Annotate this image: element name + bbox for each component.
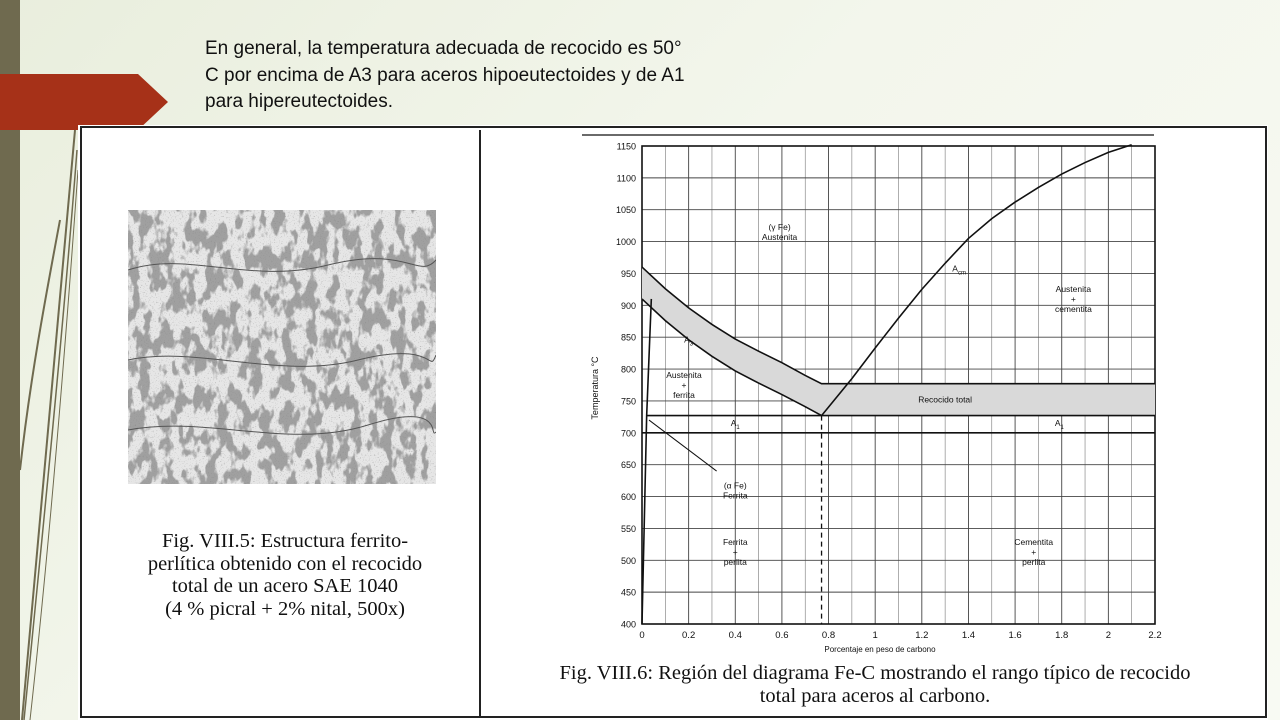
slide-text-line: C por encima de A3 para aceros hipoeutec… (205, 64, 685, 86)
caption-line: Fig. VIII.6: Región del diagrama Fe-C mo… (559, 662, 1191, 684)
x-tick-label: 0.2 (682, 630, 695, 641)
region-label-line: (γ Fe) (768, 222, 790, 232)
caption-line: (4 % picral + 2% nital, 500x) (165, 597, 405, 620)
x-tick-label: 1.8 (1055, 630, 1068, 641)
region-label: Austenita + ferrita (666, 370, 702, 400)
curve-label-subscript: cm (958, 270, 966, 276)
x-tick-label: 0.8 (822, 630, 835, 641)
region-label-line: Austenita (762, 232, 798, 242)
y-tick-label: 1150 (617, 142, 636, 152)
fe-c-phase-diagram: 0 0.2 0.4 0.6 0.8 1 1.2 1.4 1.6 1.8 2 2.2 400 450 500… (582, 134, 1162, 654)
decorative-swoosh-lines (19, 129, 79, 720)
curve-label-letter: A (1055, 418, 1061, 428)
region-label-line: Ferrita (723, 537, 748, 547)
left-accent-bar (0, 0, 20, 720)
figure-divider (479, 130, 481, 716)
microstructure-photo (128, 210, 436, 484)
region-label: Ferrita + perlita (723, 537, 748, 567)
region-label-line: Austenita (666, 370, 702, 380)
region-label-line: cementita (1055, 304, 1092, 314)
slide-text-line: para hipereutectoides. (205, 91, 394, 112)
slide-body-text: En general, la temperatura adecuada de r… (205, 36, 825, 116)
y-tick-labels: 400 450 500 550 600 650 700 750 800 850 900 950 1000… (616, 142, 636, 630)
curve-label-subscript: 3 (690, 342, 694, 348)
series-line (641, 298, 822, 417)
curve-label: A1 (731, 418, 741, 431)
region-label-line: ferrita (673, 390, 695, 400)
y-tick-label: 500 (621, 556, 636, 566)
y-tick-label: 1100 (617, 173, 636, 183)
region-label-line: + (1071, 294, 1076, 304)
y-axis-label: Temperatura °C (590, 356, 600, 420)
x-tick-label: 1 (873, 630, 878, 641)
x-tick-label: 0.4 (729, 630, 742, 641)
y-tick-label: 1000 (616, 237, 636, 247)
y-tick-label: 900 (621, 301, 636, 311)
y-tick-label: 750 (621, 396, 636, 406)
y-tick-label: 1050 (616, 205, 636, 215)
region-label-line: + (1031, 547, 1036, 557)
x-tick-label: 2.2 (1148, 630, 1161, 641)
slide-text-line: En general, la temperatura adecuada de r… (205, 38, 682, 59)
region-label: (α Fe) Ferrita (723, 480, 748, 500)
x-tick-labels: 0 0.2 0.4 0.6 0.8 1 1.2 1.4 1.6 1.8 2 2.2 (639, 630, 1161, 641)
x-tick-label: 0.6 (775, 630, 788, 641)
caption-line: total de un acero SAE 1040 (171, 575, 398, 597)
y-tick-label: 550 (621, 524, 636, 534)
phase-diagram-caption: Fig. VIII.6: Región del diagrama Fe-C mo… (490, 662, 1260, 708)
curve-label: A1 (1055, 418, 1065, 431)
region-label: Cementita + perlita (1014, 537, 1053, 567)
region-label: Austenita + cementita (1055, 284, 1092, 314)
y-tick-label: 400 (621, 620, 636, 630)
curve-label-subscript: 1 (1061, 425, 1065, 431)
x-axis-label: Porcentaje en peso de carbono (824, 645, 936, 654)
x-tick-label: 1.4 (962, 630, 975, 641)
x-tick-label: 1.6 (1008, 630, 1021, 641)
y-tick-label: 650 (621, 460, 636, 470)
curve-label: Acm (952, 263, 966, 276)
annealing-band (642, 267, 1155, 416)
region-label-line: perlita (724, 557, 747, 567)
region-label-line: Ferrita (723, 490, 748, 500)
curve-label-subscript: 1 (736, 425, 740, 431)
region-label-line: + (681, 380, 686, 390)
caption-line: Fig. VIII.5: Estructura ferrito- (161, 530, 409, 552)
y-tick-label: 800 (621, 365, 636, 375)
caption-line: total para aceros al carbono. (759, 685, 991, 707)
curve-label-letter: A (684, 335, 690, 345)
microstructure-caption: Fig. VIII.5: Estructura ferrito- perlíti… (100, 530, 470, 620)
y-tick-label: 600 (621, 492, 636, 502)
region-label: (γ Fe) Austenita (762, 222, 798, 242)
region-label-line: + (733, 547, 738, 557)
curve-label: Recocido total (918, 395, 972, 405)
y-tick-label: 450 (621, 588, 636, 598)
region-label-line: Cementita (1014, 537, 1053, 547)
caption-line: perlítica obtenido con el recocido (147, 552, 423, 575)
x-tick-label: 1.2 (915, 630, 928, 641)
figure-frame (80, 126, 1267, 718)
curve-label-letter: A (952, 263, 958, 273)
series-line (820, 143, 1132, 417)
x-tick-label: 0 (639, 630, 644, 641)
curve-label-letter: A (731, 418, 737, 428)
y-tick-label: 950 (621, 269, 636, 279)
x-tick-label: 2 (1106, 630, 1111, 641)
region-label-line: Austenita (1056, 284, 1092, 294)
region-label-line: (α Fe) (724, 480, 747, 490)
region-label-line: perlita (1022, 557, 1045, 567)
curve-label: A3 (684, 335, 694, 348)
chart-series (641, 143, 1155, 625)
series-line (641, 298, 653, 625)
y-tick-label: 850 (621, 333, 636, 343)
title-arrow-shape (0, 74, 168, 130)
y-tick-label: 700 (621, 428, 636, 438)
ferrite-leader-line (648, 419, 717, 472)
series-line (641, 266, 1155, 385)
